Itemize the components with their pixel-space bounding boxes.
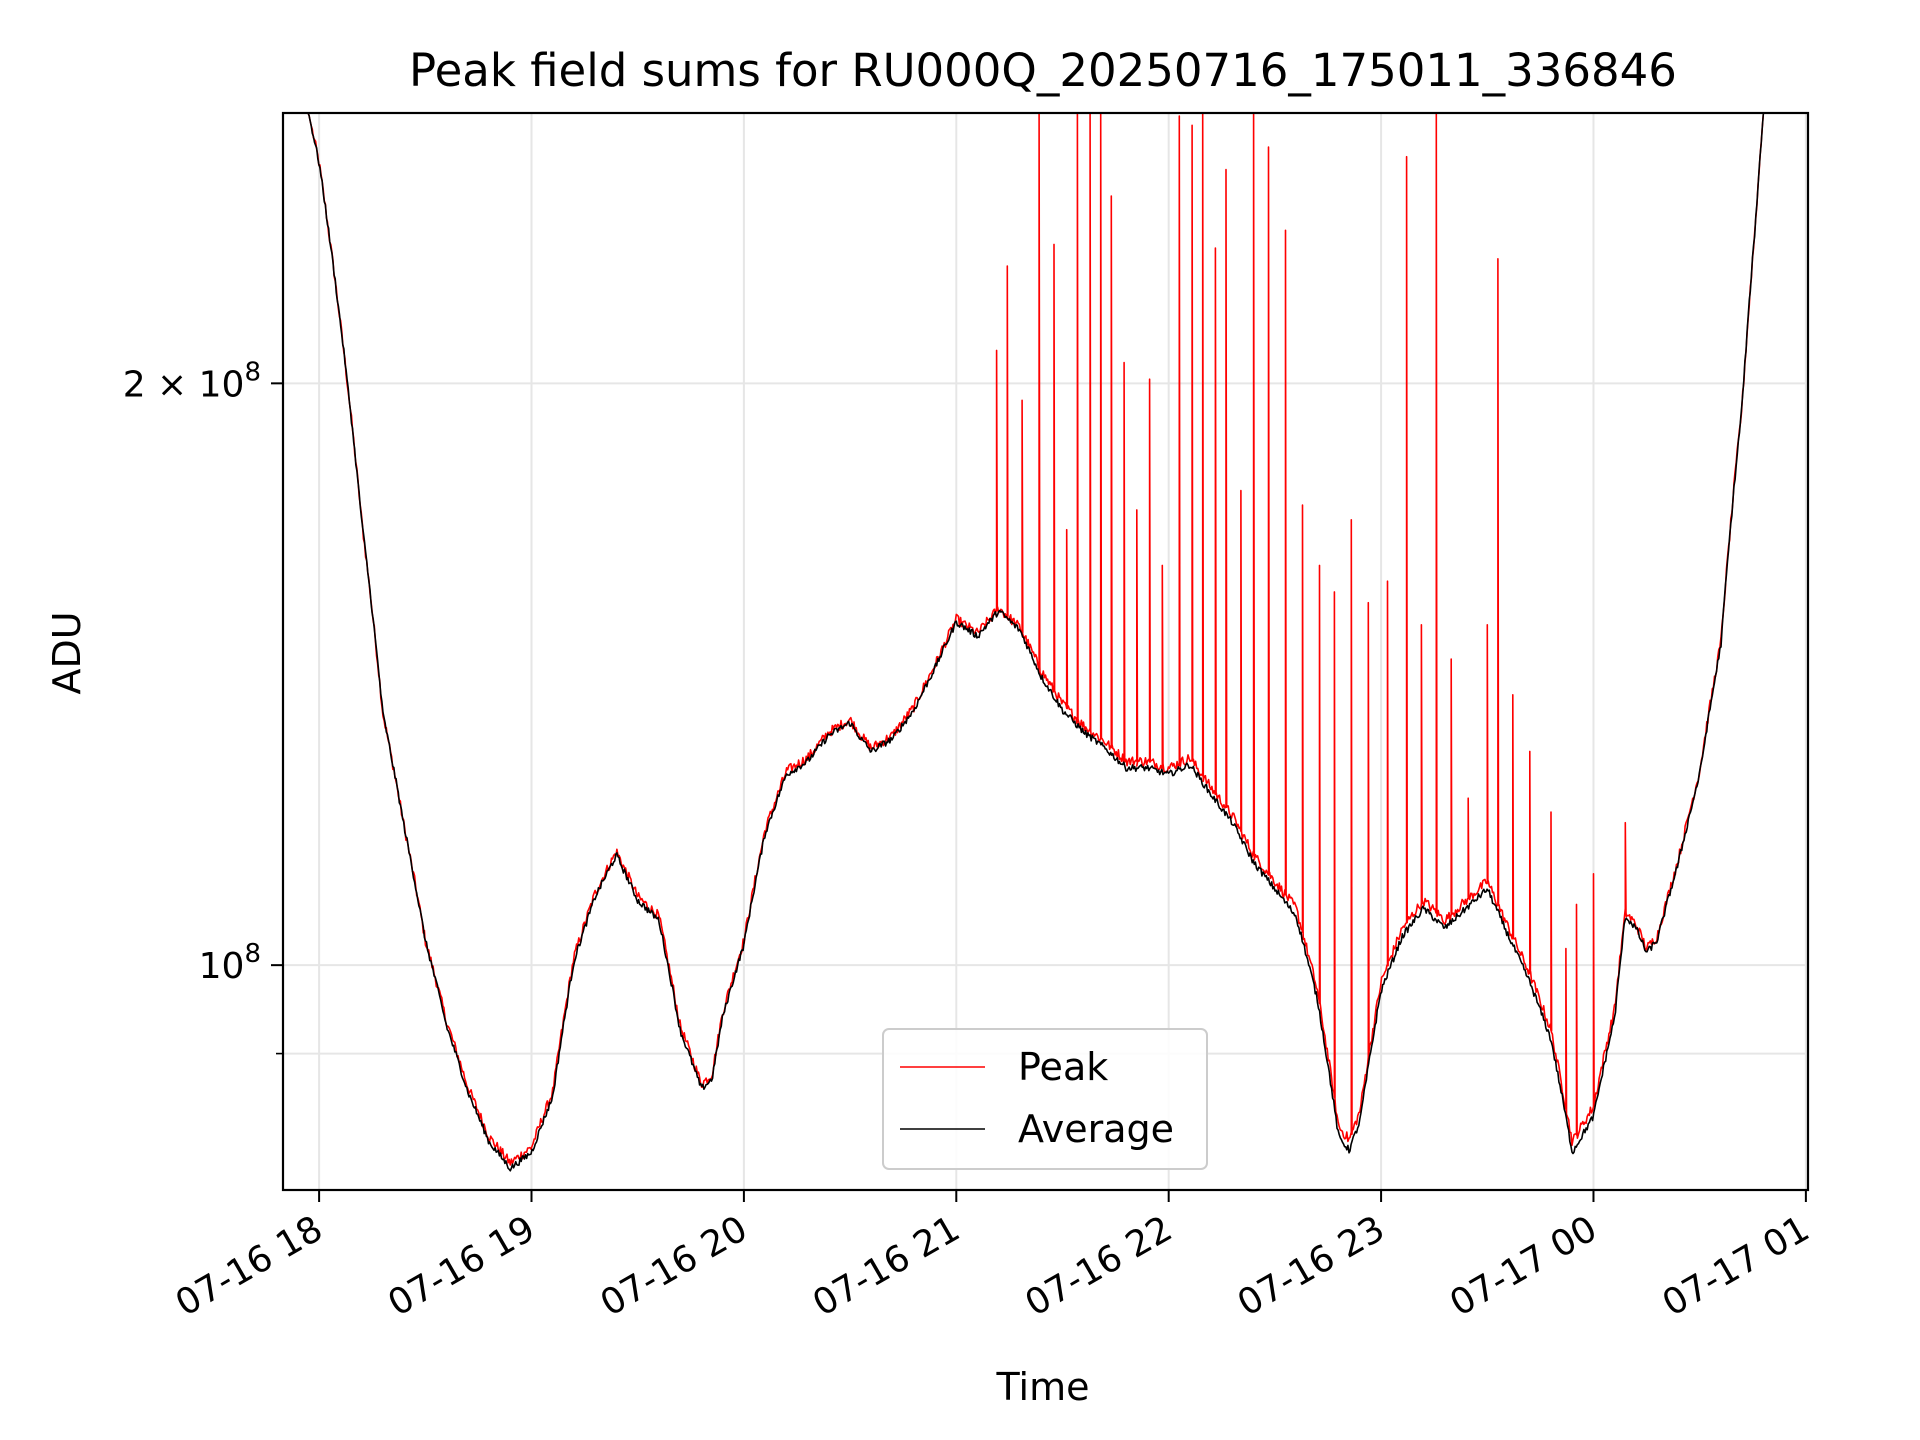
legend-label-peak: Peak: [1018, 1045, 1108, 1089]
y-tick-label: 108: [199, 939, 261, 987]
legend-box: [882, 1028, 1208, 1170]
legend-label-average: Average: [1018, 1107, 1174, 1151]
series-average-line: [285, 112, 1808, 1172]
legend: Peak Average: [882, 1028, 1208, 1170]
y-tick-label: 2 × 108: [123, 357, 261, 405]
x-axis-label: Time: [996, 1365, 1090, 1409]
plot-frame: [281, 111, 1810, 1192]
chart-title: Peak field sums for RU000Q_20250716_1750…: [409, 44, 1677, 97]
y-axis: 108 2 × 108: [123, 357, 283, 1055]
y-axis-label: ADU: [45, 611, 89, 694]
plot-area: [285, 112, 1808, 1172]
